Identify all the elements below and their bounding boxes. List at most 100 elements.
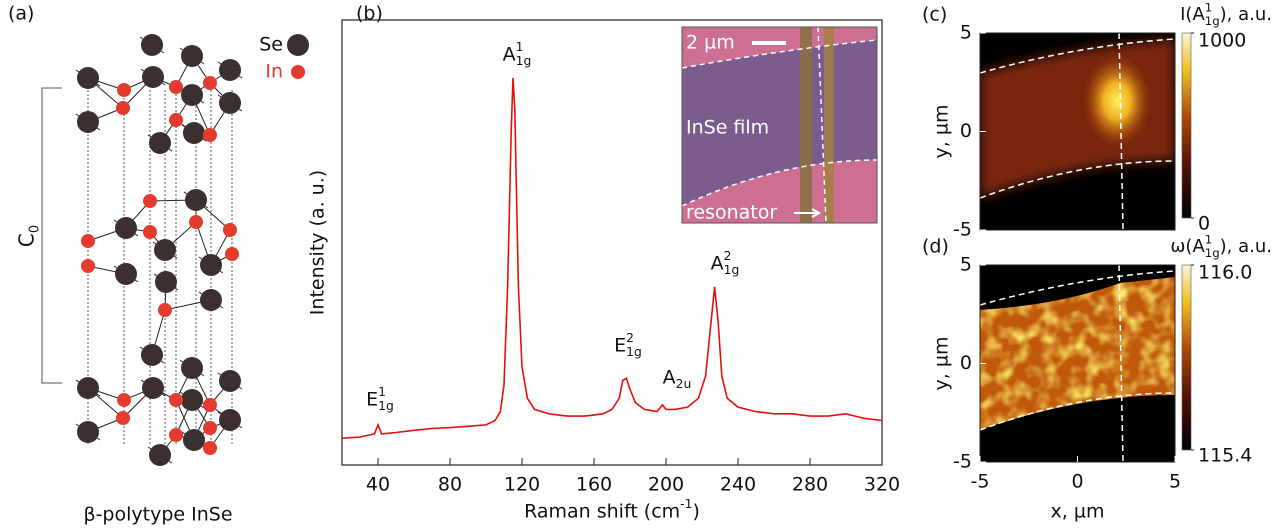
- peak-label-part: 1g: [724, 263, 740, 277]
- edge: [817, 27, 827, 223]
- se-atom: [149, 444, 171, 466]
- colorbar-tick-label: 0: [1198, 213, 1210, 235]
- x-tick-label: 120: [504, 474, 540, 496]
- in-atom: [81, 234, 95, 248]
- legend-label: In: [265, 61, 283, 83]
- panel-label: (d): [922, 236, 949, 258]
- peak-label: E 11g: [366, 385, 394, 413]
- legend-label: Se: [259, 34, 283, 56]
- se-atom: [77, 111, 99, 133]
- panel-label: (c): [922, 4, 947, 26]
- period-label: C0: [15, 225, 43, 247]
- peak-label-part: 2: [626, 331, 634, 345]
- period-label-part: C: [15, 233, 39, 247]
- y-tick-label: 0: [960, 120, 972, 142]
- inset: [682, 27, 877, 223]
- edge: [682, 39, 877, 69]
- se-atom: [200, 254, 222, 276]
- se-atom: [155, 271, 177, 293]
- hot-spot: [1083, 55, 1151, 147]
- x-tick-label: 160: [576, 474, 612, 496]
- y-axis-label: y, µm: [931, 337, 953, 391]
- x-tick-label: 5: [1169, 471, 1181, 493]
- in-atom: [203, 128, 217, 142]
- colorbar-title: ω(A 11g), a.u.: [1170, 232, 1272, 259]
- x-tick-label: -5: [971, 471, 990, 493]
- peak-label-part: E: [366, 389, 378, 411]
- resonator-strip: [824, 27, 834, 223]
- panel-label: (b): [356, 3, 383, 25]
- se-atom: [77, 67, 99, 89]
- in-atom: [203, 441, 217, 455]
- peak-label-part: 2u: [676, 377, 692, 391]
- peak-label-part: 1g: [626, 345, 642, 359]
- peak-label: A 11g: [503, 40, 532, 68]
- inset-frame: [681, 26, 878, 224]
- in-atom: [189, 215, 203, 229]
- scale-label: 2 µm: [686, 32, 735, 54]
- se-atom: [142, 66, 164, 88]
- in-atom: [116, 411, 130, 425]
- peak-label-part: E: [614, 335, 626, 357]
- x-tick-label: 240: [720, 474, 756, 496]
- in-atom: [169, 113, 183, 127]
- se-atom: [219, 59, 241, 81]
- x-tick-label: 0: [1071, 471, 1083, 493]
- se-atom: [181, 389, 203, 411]
- inset-label: InSe film: [686, 117, 769, 139]
- se-atom: [219, 409, 241, 431]
- se-atom: [183, 122, 205, 144]
- x-axis-label-part: -1: [680, 497, 692, 511]
- se-atom: [185, 189, 207, 211]
- in-atom: [203, 76, 217, 90]
- colorbar-title-part: ), a.u.: [1220, 236, 1272, 257]
- inset-label: resonator: [686, 202, 777, 224]
- peak-label-part: A: [663, 367, 676, 389]
- map: [980, 265, 1175, 462]
- edge: [1118, 265, 1124, 462]
- se-atom: [77, 421, 99, 443]
- peak-label-part: 1g: [378, 399, 394, 413]
- in-atom: [81, 259, 95, 273]
- se-atom: [200, 289, 222, 311]
- x-axis-label: x, µm: [1051, 501, 1105, 523]
- legend-swatch: [287, 34, 309, 56]
- colorbar-title-part: I(A: [1180, 4, 1205, 25]
- in-atom: [223, 223, 237, 237]
- edge: [1118, 33, 1124, 230]
- in-atom: [169, 393, 183, 407]
- y-axis-label: y, µm: [931, 105, 953, 159]
- colorbar-tick-label: 116.0: [1198, 262, 1252, 284]
- x-axis-label-part: ): [692, 501, 699, 523]
- in-atom: [169, 428, 183, 442]
- y-tick-label: -5: [953, 219, 972, 241]
- colorbar-tick-label: 1000: [1198, 30, 1246, 52]
- colorbar-title-part: 1g: [1205, 14, 1220, 28]
- colorbar: [1181, 264, 1192, 451]
- in-atom: [225, 247, 239, 261]
- peak-label-part: 1g: [516, 54, 532, 68]
- colorbar-tick-label: 115.4: [1198, 445, 1252, 467]
- in-atom: [203, 421, 217, 435]
- x-tick-label: 200: [648, 474, 684, 496]
- in-atom: [117, 83, 131, 97]
- plot-frame: [341, 19, 883, 466]
- x-tick-label: 40: [366, 474, 390, 496]
- period-bracket: [41, 87, 62, 384]
- peak-label-part: A: [711, 253, 724, 275]
- se-atom: [219, 92, 241, 114]
- se-atom: [115, 217, 137, 239]
- edge: [980, 392, 1175, 431]
- x-tick-label: 80: [438, 474, 462, 496]
- in-atom: [169, 80, 183, 94]
- se-atom: [77, 377, 99, 399]
- colorbar-title-part: ), a.u.: [1220, 4, 1272, 25]
- spectrum-line: [341, 77, 883, 440]
- y-axis-label: Intensity (a. u.): [307, 170, 329, 315]
- arrow: [794, 208, 822, 218]
- peak-label-part: 2: [724, 249, 732, 263]
- in-atom: [158, 303, 172, 317]
- caption: β-polytype InSe: [83, 504, 232, 526]
- se-atom: [181, 84, 203, 106]
